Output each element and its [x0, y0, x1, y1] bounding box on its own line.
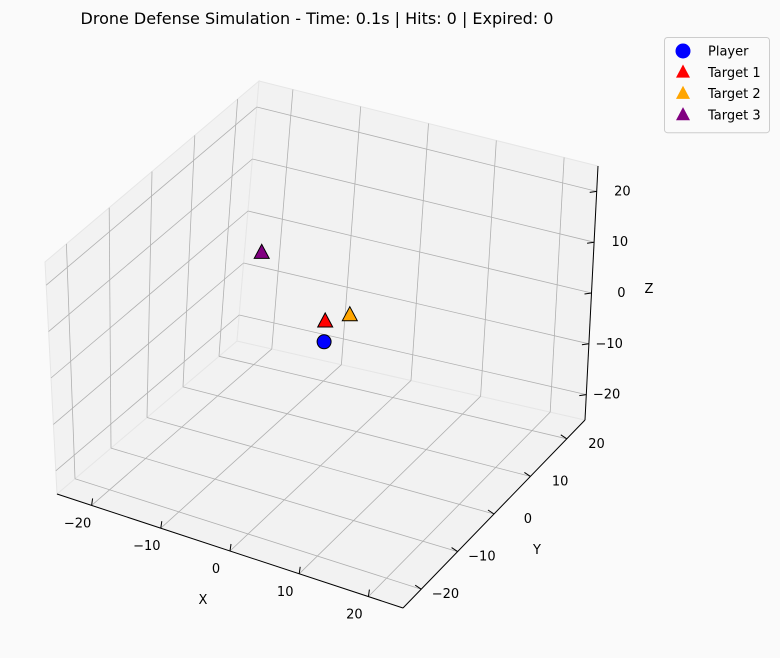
y-grid-line [182, 386, 531, 477]
y-tick-mark [451, 547, 458, 553]
legend-target-3-label: Target 3 [707, 108, 761, 123]
z-tick-mark [589, 190, 597, 193]
z-grid-line [243, 262, 589, 345]
target-3-marker [253, 243, 271, 259]
x-tick-mark [160, 521, 163, 529]
z-grid-line [48, 158, 253, 332]
y-grid-line [110, 447, 458, 552]
axis-labels: X Y Z [199, 282, 654, 608]
tick-labels: −20 −10 0 10 20 −20 −10 0 10 20 −20 −10 0 10 20 [64, 184, 631, 622]
x-tick-mark [298, 566, 301, 574]
y-tick-label: 20 [588, 437, 605, 452]
z-grid-line [256, 106, 597, 192]
legend-target-1-label: Target 1 [707, 66, 761, 81]
x-tick-mark [367, 589, 370, 597]
z-axis-label: Z [645, 282, 654, 297]
z-grid-line [239, 314, 587, 395]
target-2-marker [341, 305, 359, 322]
y-tick-label: −10 [468, 550, 495, 565]
z-tick-mark [584, 292, 592, 295]
y-tick-mark [524, 471, 531, 477]
x-tick-label: −10 [133, 539, 160, 554]
y-grid-line [218, 355, 567, 440]
x-tick-label: −20 [64, 516, 91, 531]
x-tick-label: 10 [277, 585, 294, 600]
legend-player-swatch [675, 43, 691, 59]
z-tick-label: 0 [617, 286, 625, 301]
z-tick-label: 10 [612, 235, 629, 250]
chart-title: Drone Defense Simulation - Time: 0.1s | … [81, 9, 554, 28]
grid-lines [45, 89, 597, 597]
z-grid-line [50, 210, 249, 379]
y-tick-label: 0 [524, 512, 532, 527]
x-tick-label: 0 [212, 562, 220, 577]
y-tick-label: 10 [552, 474, 569, 489]
x-tick-label: 20 [346, 608, 363, 623]
z-grid-line [55, 314, 240, 472]
legend: Player Target 1 Target 2 Target 3 [664, 37, 770, 134]
z-grid-line [45, 106, 258, 286]
x-tick-mark [229, 543, 232, 552]
z-grid-line [247, 210, 592, 294]
x-axis-label: X [199, 593, 208, 608]
z-tick-mark [587, 241, 595, 244]
target-1-marker [316, 311, 334, 328]
y-axis-label: Y [532, 543, 541, 558]
z-tick-label: −10 [595, 337, 622, 352]
y-grid-line [74, 478, 422, 590]
legend-target-3-swatch [676, 107, 690, 121]
z-tick-label: −20 [593, 388, 620, 403]
player-marker [316, 334, 332, 350]
legend-frame [664, 37, 770, 134]
z-tick-label: 20 [614, 184, 631, 199]
legend-target-2-label: Target 2 [707, 87, 761, 102]
z-tick-mark [581, 343, 589, 346]
y-grid-line [146, 417, 495, 515]
y-tick-mark [487, 509, 495, 515]
x-tick-mark [91, 498, 94, 506]
legend-target-2-swatch [676, 85, 690, 99]
z-grid-line [252, 158, 595, 243]
legend-target-1-swatch [676, 64, 690, 78]
legend-player-label: Player [708, 45, 749, 60]
y-tick-mark [560, 434, 568, 440]
z-tick-mark [579, 394, 587, 397]
y-tick-label: −20 [432, 587, 459, 602]
data-points [253, 243, 359, 350]
tick-marks [91, 190, 597, 597]
z-grid-line [53, 262, 244, 425]
y-tick-mark [414, 584, 422, 590]
